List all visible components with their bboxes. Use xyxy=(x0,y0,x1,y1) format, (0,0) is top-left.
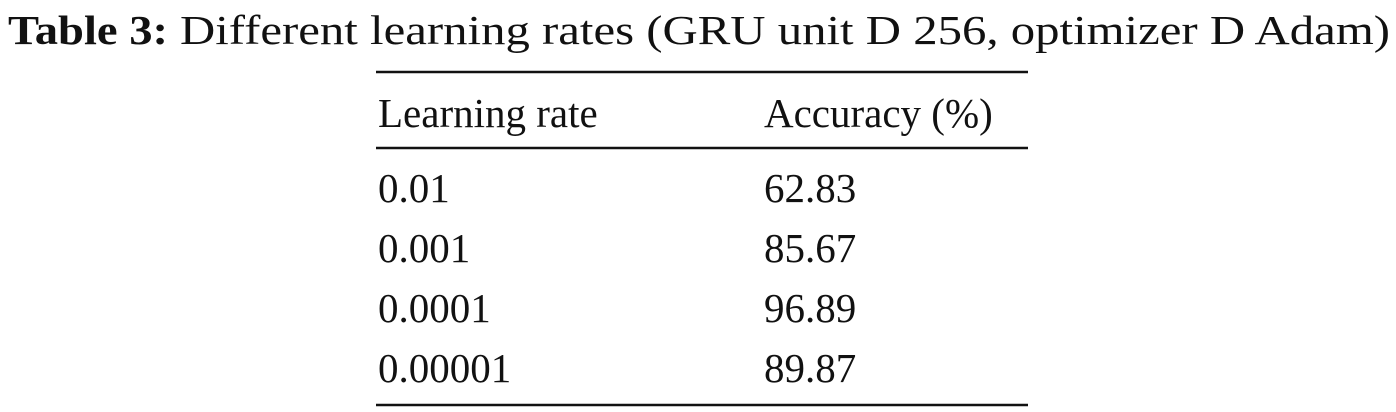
table-cell: 85.67 xyxy=(764,225,856,271)
header-cell: Learning rate xyxy=(378,90,598,136)
caption-text: Different learning rates (GRU unit D 256… xyxy=(180,7,1390,53)
table-cell: 0.01 xyxy=(378,165,450,211)
table-body: Learning rate Accuracy (%) 0.01 62.83 0.001 8… xyxy=(378,90,993,391)
table-cell: 89.87 xyxy=(764,345,856,391)
caption-label: Table 3: xyxy=(8,7,168,53)
table-cell: 0.0001 xyxy=(378,285,491,331)
table-cell: 62.83 xyxy=(764,165,856,211)
table-cell: 96.89 xyxy=(764,285,856,331)
table-cell: 0.00001 xyxy=(378,345,511,391)
table-cell: 0.001 xyxy=(378,225,470,271)
header-cell: Accuracy (%) xyxy=(764,90,993,136)
